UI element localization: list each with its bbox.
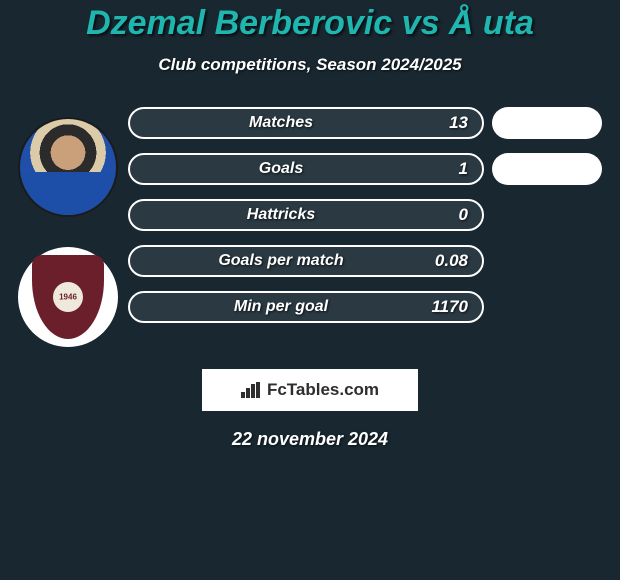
club-ball-icon bbox=[53, 282, 83, 312]
stat-label: Goals per match bbox=[218, 252, 343, 270]
right-column bbox=[492, 107, 612, 347]
bar-chart-icon bbox=[241, 382, 261, 398]
stat-value: 0.08 bbox=[418, 251, 468, 271]
stat-row-hattricks: Hattricks 0 bbox=[128, 199, 484, 231]
fctables-badge: FcTables.com bbox=[202, 369, 418, 411]
club-badge bbox=[18, 247, 118, 347]
stat-label: Min per goal bbox=[234, 298, 328, 316]
stat-value: 13 bbox=[418, 113, 468, 133]
stat-value: 0 bbox=[418, 205, 468, 225]
right-pill-1 bbox=[492, 153, 602, 185]
stat-value: 1 bbox=[418, 159, 468, 179]
content-row: Matches 13 Goals 1 Hattricks 0 Goals per… bbox=[0, 107, 620, 347]
stat-label: Hattricks bbox=[247, 206, 315, 224]
player-photo bbox=[18, 117, 118, 217]
subtitle: Club competitions, Season 2024/2025 bbox=[0, 55, 620, 75]
stat-row-min-per-goal: Min per goal 1170 bbox=[128, 291, 484, 323]
page-title: Dzemal Berberovic vs Å uta bbox=[0, 0, 620, 43]
club-shield bbox=[32, 255, 104, 339]
stat-row-goals: Goals 1 bbox=[128, 153, 484, 185]
fctables-text: FcTables.com bbox=[267, 380, 379, 400]
stat-label: Goals bbox=[259, 160, 303, 178]
stat-value: 1170 bbox=[418, 297, 468, 317]
date-text: 22 november 2024 bbox=[0, 429, 620, 450]
right-pill-0 bbox=[492, 107, 602, 139]
left-column bbox=[8, 107, 128, 347]
stat-row-matches: Matches 13 bbox=[128, 107, 484, 139]
stat-label: Matches bbox=[249, 114, 313, 132]
stats-column: Matches 13 Goals 1 Hattricks 0 Goals per… bbox=[128, 107, 492, 347]
stat-row-goals-per-match: Goals per match 0.08 bbox=[128, 245, 484, 277]
